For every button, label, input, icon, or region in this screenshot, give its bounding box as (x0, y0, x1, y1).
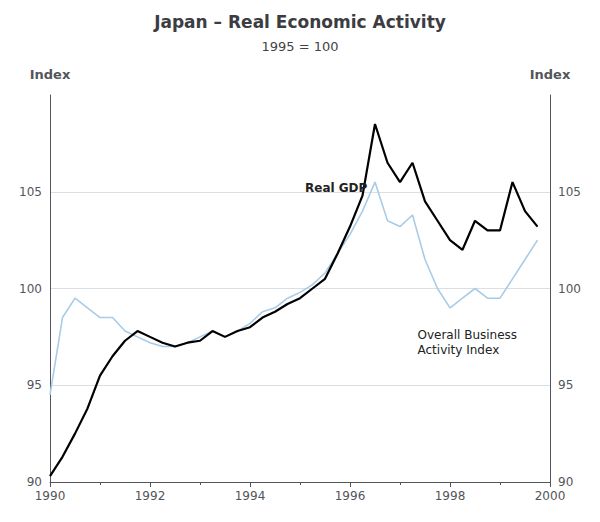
svg-text:1998: 1998 (435, 489, 466, 503)
svg-text:Activity Index: Activity Index (418, 343, 500, 357)
svg-text:100: 100 (19, 282, 42, 296)
svg-text:105: 105 (19, 185, 42, 199)
svg-text:Real GDP: Real GDP (305, 181, 368, 195)
svg-text:95: 95 (27, 378, 42, 392)
svg-text:100: 100 (558, 282, 581, 296)
svg-text:1994: 1994 (235, 489, 266, 503)
svg-text:95: 95 (558, 378, 573, 392)
svg-text:90: 90 (558, 475, 573, 489)
svg-text:Index: Index (530, 67, 571, 82)
svg-text:Japan – Real Economic Activity: Japan – Real Economic Activity (153, 12, 446, 32)
svg-text:Index: Index (30, 67, 71, 82)
svg-text:1992: 1992 (135, 489, 166, 503)
svg-text:1995 = 100: 1995 = 100 (261, 39, 338, 54)
svg-text:Overall Business: Overall Business (418, 328, 518, 342)
svg-text:105: 105 (558, 185, 581, 199)
svg-text:1996: 1996 (335, 489, 366, 503)
svg-text:1990: 1990 (35, 489, 66, 503)
svg-text:90: 90 (27, 475, 42, 489)
svg-text:2000: 2000 (535, 489, 566, 503)
